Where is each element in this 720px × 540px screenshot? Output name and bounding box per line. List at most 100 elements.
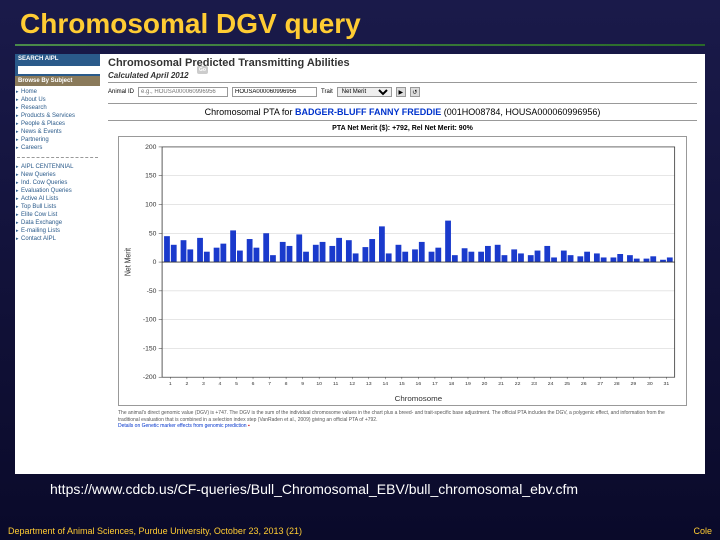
main-content: Chromosomal Predicted Transmitting Abili… [100,54,705,474]
animal-id-label: Animal ID [108,89,134,95]
svg-text:14: 14 [382,381,388,387]
svg-text:11: 11 [333,381,339,387]
sidebar-item[interactable]: Research [15,104,100,112]
svg-text:150: 150 [145,173,157,180]
pta-summary: PTA Net Merit ($): +792, Rel Net Merit: … [108,125,697,132]
svg-text:17: 17 [432,381,438,387]
browse-header: Browse By Subject [15,76,100,86]
url-text: https://www.cdcb.us/CF-queries/Bull_Chro… [0,474,720,498]
svg-text:4: 4 [219,381,222,387]
sidebar-item[interactable]: Partnering [15,136,100,144]
search-box: SEARCH AIPL [15,54,100,64]
submit-button[interactable]: ▶ [396,87,406,97]
svg-text:200: 200 [145,144,157,151]
svg-text:9: 9 [301,381,304,387]
svg-text:19: 19 [465,381,471,387]
chart-title: Chromosomal PTA for BADGER-BLUFF FANNY F… [108,103,697,121]
trait-label: Trait [321,89,333,95]
query-row: Animal ID Trait Net Merit ▶ ↺ [108,87,697,97]
sidebar-item[interactable]: AIPL CENTENNIAL [15,163,100,171]
title-underline [15,44,705,46]
chart-area: -200-150-100-500501001502001234567891011… [118,136,687,406]
svg-text:21: 21 [498,381,504,387]
svg-text:10: 10 [316,381,322,387]
chart-footer-note: The animal's direct genomic value (DGV) … [118,410,687,430]
svg-text:24: 24 [548,381,554,387]
svg-text:20: 20 [482,381,488,387]
sidebar-item[interactable]: New Queries [15,171,100,179]
sidebar-item[interactable]: Active AI Lists [15,195,100,203]
footer-link[interactable]: Details on Genetic marker effects from g… [118,423,247,429]
svg-text:1: 1 [169,381,172,387]
slide-footer: Department of Animal Sciences, Purdue Un… [8,526,712,536]
svg-text:28: 28 [614,381,620,387]
svg-text:100: 100 [145,202,157,209]
sidebar-item[interactable]: About Us [15,96,100,104]
sidebar-item[interactable]: E-mailing Lists [15,227,100,235]
page-heading: Chromosomal Predicted Transmitting Abili… [108,57,697,69]
svg-text:23: 23 [531,381,537,387]
sidebar-item[interactable]: Top Bull Lists [15,203,100,211]
sidebar-item[interactable]: Data Exchange [15,219,100,227]
svg-text:-50: -50 [147,288,157,295]
nav-list-secondary: AIPL CENTENNIALNew QueriesInd. Cow Queri… [15,161,100,245]
sidebar: SEARCH AIPL Go Browse By Subject HomeAbo… [15,54,100,474]
svg-text:22: 22 [515,381,521,387]
svg-text:0: 0 [153,259,157,266]
sidebar-item[interactable]: People & Places [15,120,100,128]
animal-id-value[interactable] [232,87,317,97]
svg-text:12: 12 [349,381,355,387]
footer-left: Department of Animal Sciences, Purdue Un… [8,526,302,536]
svg-text:5: 5 [235,381,238,387]
pta-value: +792, [392,125,412,132]
sidebar-item[interactable]: Elite Cow List [15,211,100,219]
chart-title-suffix: (001HO08784, HOUSA000060996956) [441,107,600,117]
nav-list-main: HomeAbout UsResearchProducts & ServicesP… [15,86,100,154]
svg-text:18: 18 [449,381,455,387]
svg-text:-200: -200 [143,375,157,382]
svg-text:Net Merit: Net Merit [123,247,133,276]
svg-text:2: 2 [185,381,188,387]
animal-id-input[interactable] [138,87,228,97]
sidebar-item[interactable]: Products & Services [15,112,100,120]
sidebar-item[interactable]: Ind. Cow Queries [15,179,100,187]
svg-text:13: 13 [366,381,372,387]
sidebar-item[interactable]: Careers [15,144,100,152]
reset-button[interactable]: ↺ [410,87,420,97]
svg-text:6: 6 [252,381,255,387]
svg-text:3: 3 [202,381,205,387]
svg-text:15: 15 [399,381,405,387]
browser-screenshot: SEARCH AIPL Go Browse By Subject HomeAbo… [15,54,705,474]
footer-right: Cole [693,526,712,536]
svg-text:-100: -100 [143,317,157,324]
sidebar-item[interactable]: News & Events [15,128,100,136]
chart-title-name: BADGER-BLUFF FANNY FREDDIE [295,107,441,117]
calc-date: Calculated April 2012 [108,71,697,83]
sidebar-item[interactable]: Home [15,88,100,96]
svg-text:8: 8 [285,381,288,387]
search-label: SEARCH AIPL [18,56,58,62]
chart-title-prefix: Chromosomal PTA for [205,107,295,117]
svg-text:50: 50 [149,231,157,238]
pdf-icon: ▪ [248,423,250,429]
svg-text:-150: -150 [143,346,157,353]
svg-text:29: 29 [630,381,636,387]
svg-text:7: 7 [268,381,271,387]
svg-text:16: 16 [416,381,422,387]
svg-text:27: 27 [597,381,603,387]
pta-label: PTA Net Merit ($): [332,125,392,132]
rel-label: Rel Net Merit: [412,125,459,132]
svg-text:30: 30 [647,381,653,387]
sidebar-item[interactable]: Contact AIPL [15,235,100,243]
slide-title: Chromosomal DGV query [0,0,720,44]
nav-divider [17,157,98,158]
sidebar-item[interactable]: Evaluation Queries [15,187,100,195]
footer-note-text: The animal's direct genomic value (DGV) … [118,410,665,423]
svg-text:Chromosome: Chromosome [395,395,443,403]
rel-value: 90% [459,125,473,132]
svg-text:26: 26 [581,381,587,387]
trait-select[interactable]: Net Merit [337,87,392,97]
svg-text:25: 25 [564,381,570,387]
chart-svg: -200-150-100-500501001502001234567891011… [119,137,686,405]
svg-text:31: 31 [664,381,670,387]
